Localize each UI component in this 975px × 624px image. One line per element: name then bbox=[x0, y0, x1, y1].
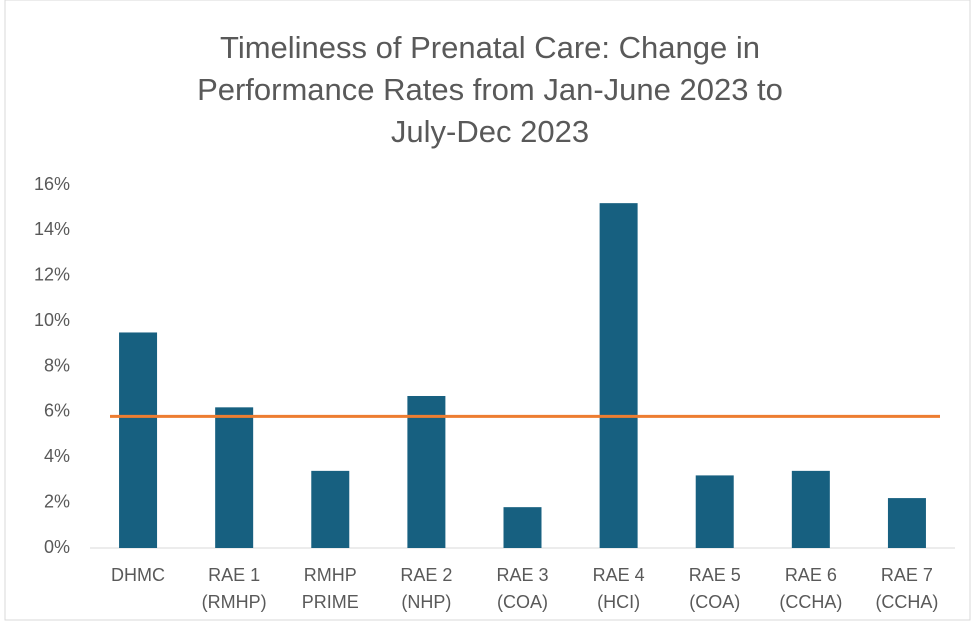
x-tick-label: RAE 1 bbox=[208, 565, 260, 585]
x-tick-label: RAE 7 bbox=[881, 565, 933, 585]
x-tick-label: (HCI) bbox=[597, 592, 640, 612]
chart-title: Performance Rates from Jan-June 2023 to bbox=[197, 72, 783, 107]
y-tick-label: 4% bbox=[44, 446, 70, 466]
x-tick-label: (CCHA) bbox=[779, 592, 842, 612]
y-tick-label: 6% bbox=[44, 401, 70, 421]
x-tick-label: (NHP) bbox=[401, 592, 451, 612]
bar bbox=[503, 507, 542, 548]
x-tick-label: RAE 4 bbox=[593, 565, 645, 585]
bar bbox=[887, 498, 926, 548]
bar bbox=[695, 475, 734, 548]
x-tick-label: RAE 3 bbox=[496, 565, 548, 585]
x-tick-label: RAE 6 bbox=[785, 565, 837, 585]
y-tick-label: 10% bbox=[34, 310, 70, 330]
y-tick-label: 16% bbox=[34, 174, 70, 194]
x-tick-label: DHMC bbox=[111, 565, 165, 585]
x-tick-label: (RMHP) bbox=[202, 592, 267, 612]
y-tick-label: 0% bbox=[44, 537, 70, 557]
x-tick-label: (CCHA) bbox=[875, 592, 938, 612]
bar bbox=[599, 203, 638, 548]
x-tick-label: RAE 2 bbox=[400, 565, 452, 585]
x-tick-label: PRIME bbox=[302, 592, 359, 612]
y-tick-label: 14% bbox=[34, 219, 70, 239]
x-tick-label: (COA) bbox=[689, 592, 740, 612]
x-tick-label: (COA) bbox=[497, 592, 548, 612]
bar bbox=[119, 332, 158, 548]
chart-title: July-Dec 2023 bbox=[391, 114, 589, 149]
y-tick-label: 8% bbox=[44, 355, 70, 375]
bar bbox=[215, 407, 254, 548]
y-tick-label: 2% bbox=[44, 491, 70, 511]
y-tick-label: 12% bbox=[34, 265, 70, 285]
bar bbox=[311, 470, 350, 548]
bar bbox=[791, 470, 830, 548]
x-tick-label: RMHP bbox=[304, 565, 357, 585]
chart-title: Timeliness of Prenatal Care: Change in bbox=[220, 30, 760, 65]
bar bbox=[407, 395, 446, 548]
x-tick-label: RAE 5 bbox=[689, 565, 741, 585]
